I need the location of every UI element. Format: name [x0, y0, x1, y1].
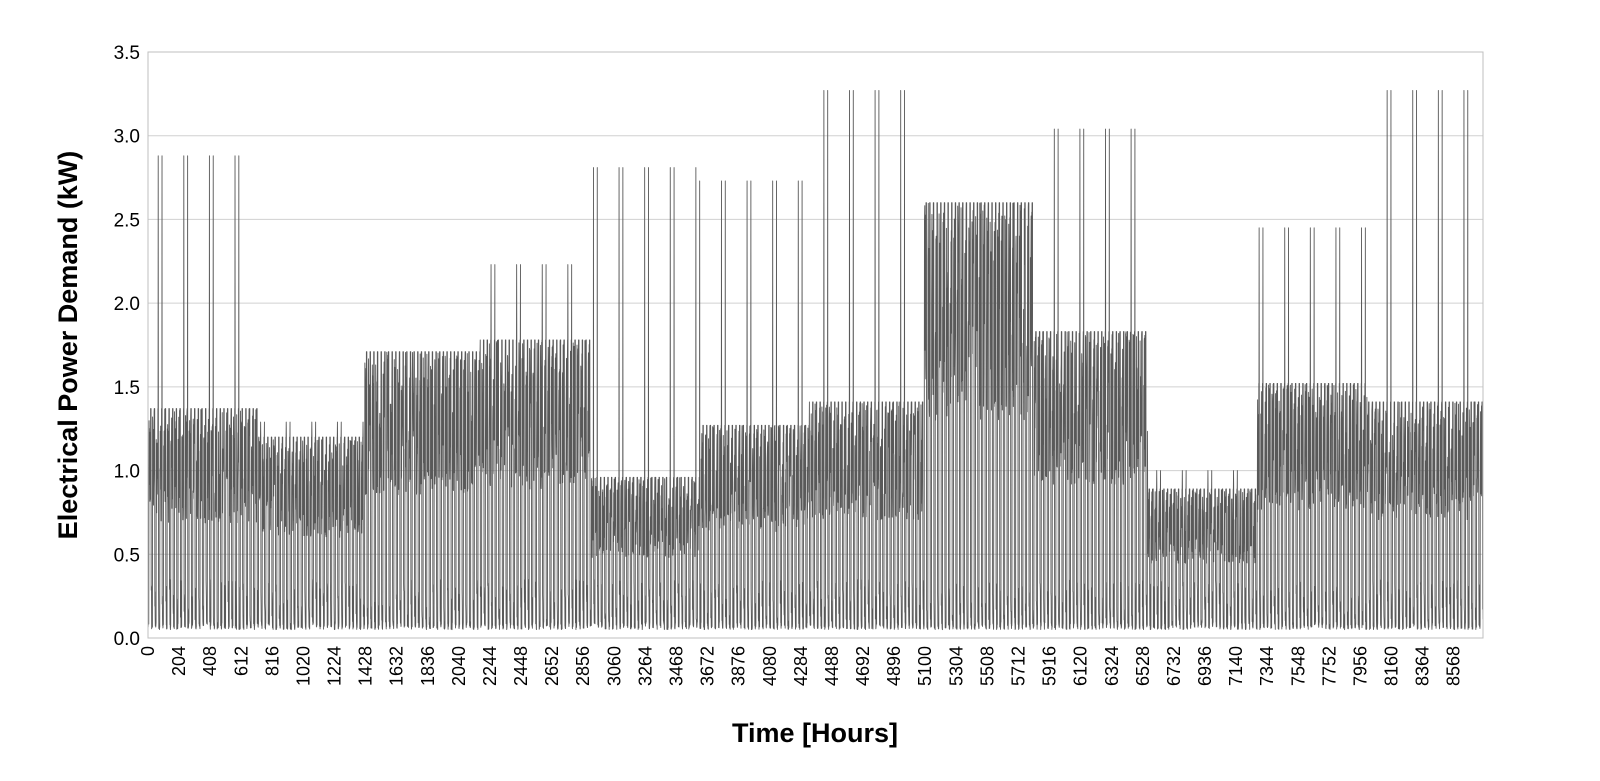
x-tick-label: 5304 — [946, 646, 966, 686]
x-tick-label: 8568 — [1444, 646, 1464, 686]
x-tick-label: 8364 — [1413, 646, 1433, 686]
x-tick-label: 4488 — [822, 646, 842, 686]
x-tick-label: 7956 — [1350, 646, 1370, 686]
x-tick-label: 5712 — [1008, 646, 1028, 686]
x-tick-label: 5508 — [977, 646, 997, 686]
x-axis-title: Time [Hours] — [732, 718, 898, 748]
series-line — [147, 90, 1484, 631]
y-tick-label: 0.0 — [114, 629, 140, 650]
x-tick-label: 3876 — [729, 646, 749, 686]
x-tick-label: 816 — [262, 646, 282, 676]
x-tick-label: 7344 — [1257, 646, 1277, 686]
x-tick-label: 4692 — [853, 646, 873, 686]
y-tick-label: 3.5 — [114, 43, 140, 64]
x-tick-label: 7548 — [1288, 646, 1308, 686]
x-tick-label: 1836 — [418, 646, 438, 686]
x-tick-label: 0 — [138, 646, 158, 656]
y-tick-label: 1.5 — [114, 378, 140, 399]
x-tick-label: 1020 — [293, 646, 313, 686]
x-tick-label: 1632 — [387, 646, 407, 686]
x-tick-label: 4284 — [791, 646, 811, 686]
x-tick-label: 612 — [231, 646, 251, 676]
x-tick-label: 2652 — [542, 646, 562, 686]
y-axis-ticks: 0.0 0.5 1.0 1.5 2.0 2.5 3.0 3.5 — [114, 43, 140, 650]
x-tick-label: 2244 — [480, 646, 500, 686]
y-tick-label: 1.0 — [114, 462, 140, 483]
x-tick-label: 7140 — [1226, 646, 1246, 686]
y-tick-label: 0.5 — [114, 545, 140, 566]
x-tick-label: 4896 — [884, 646, 904, 686]
x-axis-ticks: 0 204 408 612 816 1020 1224 1428 1632 1836 2040 224… — [138, 646, 1464, 686]
x-tick-label: 2448 — [511, 646, 531, 686]
x-tick-label: 6528 — [1133, 646, 1153, 686]
y-tick-label: 2.0 — [114, 294, 140, 315]
y-tick-label: 3.0 — [114, 127, 140, 148]
x-tick-label: 3060 — [604, 646, 624, 686]
x-tick-label: 1428 — [356, 646, 376, 686]
x-tick-label: 204 — [169, 646, 189, 676]
x-tick-label: 6936 — [1195, 646, 1215, 686]
series-polyline-0 — [147, 90, 1484, 631]
y-axis-title: Electrical Power Demand (kW) — [53, 151, 83, 540]
x-tick-label: 3468 — [667, 646, 687, 686]
x-tick-label: 2856 — [573, 646, 593, 686]
x-tick-label: 1224 — [325, 646, 345, 686]
x-tick-label: 3264 — [635, 646, 655, 686]
x-tick-label: 6120 — [1071, 646, 1091, 686]
x-tick-label: 4080 — [760, 646, 780, 686]
x-tick-label: 3672 — [698, 646, 718, 686]
x-tick-label: 2040 — [449, 646, 469, 686]
x-tick-label: 6324 — [1102, 646, 1122, 686]
x-tick-label: 7752 — [1319, 646, 1339, 686]
x-tick-label: 5100 — [915, 646, 935, 686]
x-tick-label: 5916 — [1040, 646, 1060, 686]
plot-border — [147, 51, 1484, 639]
x-tick-label: 6732 — [1164, 646, 1184, 686]
x-tick-label: 408 — [200, 646, 220, 676]
x-tick-label: 8160 — [1382, 646, 1402, 686]
y-tick-label: 2.5 — [114, 210, 140, 231]
